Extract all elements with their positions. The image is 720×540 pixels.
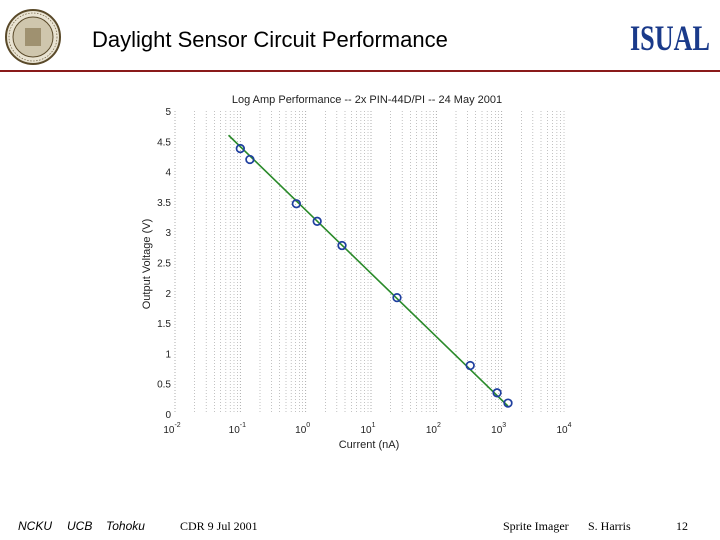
- fit-line: [227, 134, 509, 407]
- isual-logo: ISUAL: [630, 18, 710, 58]
- y-tick-label: 2: [165, 289, 171, 300]
- x-tick-label: 101: [360, 422, 375, 436]
- footer-author: S. Harris: [588, 519, 631, 533]
- y-tick-label: 4.5: [157, 137, 171, 148]
- fit-line-layer: [227, 134, 509, 407]
- x-tick-label: 103: [491, 422, 506, 436]
- data-point: [465, 360, 475, 371]
- axes: 0 0.5 1 1.5 2 2.5 3 3.5 4 4.5 5 10-2 10-1 100 101 102 10…: [157, 107, 572, 436]
- x-axis-label: Current (nA): [339, 439, 400, 451]
- x-tick-label: 100: [295, 422, 310, 436]
- x-tick-label: 104: [556, 422, 571, 436]
- university-seal-icon: [5, 9, 61, 65]
- y-tick-label: 1.5: [157, 319, 171, 330]
- data-points: [235, 143, 513, 408]
- data-point: [235, 143, 245, 154]
- footer-institution-ncku: NCKU: [18, 519, 53, 533]
- y-tick-label: 1: [165, 349, 171, 360]
- x-tick-label: 10-2: [163, 422, 180, 436]
- data-point: [337, 240, 347, 251]
- footer-event: CDR 9 Jul 2001: [180, 519, 258, 533]
- header-rule: [0, 70, 720, 72]
- y-tick-label: 3.5: [157, 198, 171, 209]
- y-tick-label: 4: [165, 168, 171, 179]
- data-point: [312, 216, 322, 226]
- chart-title: Log Amp Performance -- 2x PIN-44D/PI -- …: [232, 94, 502, 106]
- footer-institution-tohoku: Tohoku: [106, 519, 145, 533]
- data-point: [392, 292, 402, 303]
- isual-logo-text: ISUAL: [630, 18, 710, 58]
- y-tick-label: 2.5: [157, 259, 171, 270]
- grid: [174, 111, 565, 414]
- x-tick-label: 102: [426, 422, 441, 436]
- data-point: [492, 388, 502, 398]
- slide-title: Daylight Sensor Circuit Performance: [92, 27, 448, 52]
- footer-institution-ucb: UCB: [67, 519, 93, 533]
- data-point: [245, 154, 255, 165]
- y-axis-label: Output Voltage (V): [141, 219, 153, 310]
- y-tick-label: 0: [165, 410, 171, 421]
- data-point: [291, 199, 301, 209]
- footer-project: Sprite Imager: [503, 519, 569, 533]
- y-tick-label: 3: [165, 228, 171, 239]
- page-number: 12: [676, 519, 688, 533]
- y-tick-label: 5: [165, 107, 171, 118]
- x-tick-label: 10-1: [229, 422, 246, 436]
- data-point: [503, 398, 513, 408]
- y-tick-label: 0.5: [157, 380, 171, 391]
